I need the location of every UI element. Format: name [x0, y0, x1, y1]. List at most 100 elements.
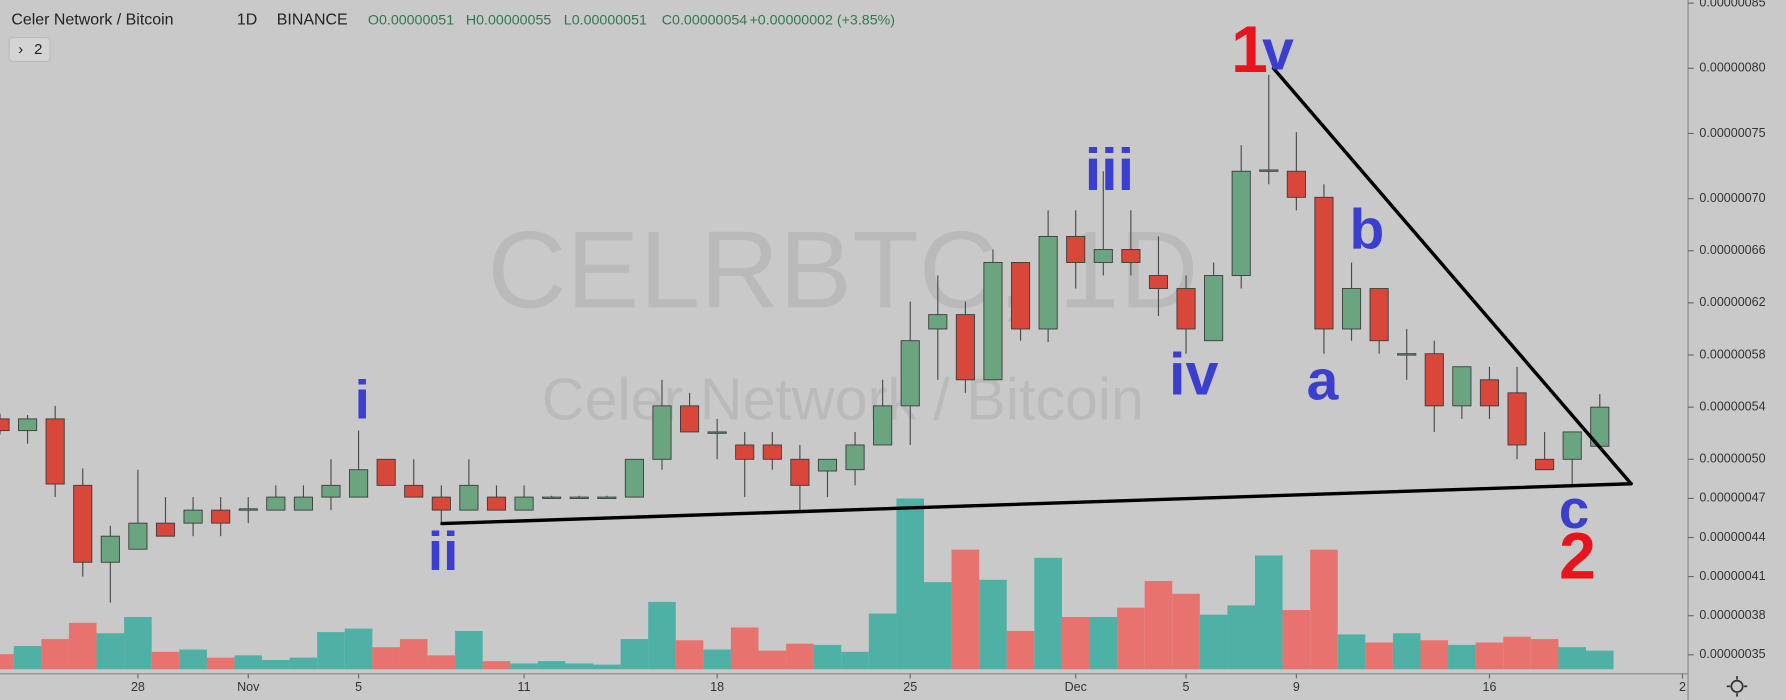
wave-label: ii [428, 521, 458, 582]
volume-bar [1365, 642, 1393, 670]
volume-bar [593, 664, 621, 670]
volume-bar [675, 640, 704, 670]
candle-body [0, 418, 10, 432]
candle-body [321, 484, 341, 498]
volume-bar [730, 627, 759, 670]
volume-bar [1585, 650, 1614, 670]
y-tick-label: 0.00000044 [1699, 530, 1765, 544]
volume-bar [786, 643, 814, 670]
wave-label: 2 [1559, 519, 1596, 593]
candle-body [486, 496, 507, 511]
volume-bar [1448, 644, 1476, 670]
volume-bar [206, 657, 235, 670]
candle-body [514, 496, 534, 511]
settings-icon[interactable] [1726, 676, 1748, 697]
candle-body [459, 484, 479, 511]
candle-body [1452, 366, 1472, 407]
y-tick-label: 0.00000066 [1699, 243, 1765, 257]
candle-body [983, 262, 1003, 381]
volume-bar [1034, 557, 1062, 670]
volume-bar [1117, 607, 1145, 670]
volume-bar [1530, 639, 1559, 670]
candle-body [624, 458, 644, 498]
header: Celer Network / Bitcoin 1D BINANCE [11, 12, 347, 29]
candle-body [1314, 196, 1334, 330]
candle-body [1176, 288, 1196, 330]
candle-body [1424, 353, 1444, 407]
volume-bar [68, 622, 97, 670]
y-tick-label: 0.00000058 [1699, 347, 1765, 361]
volume-bar [344, 628, 373, 670]
volume-bar [758, 650, 787, 670]
volume-bar [1310, 549, 1338, 670]
volume-bar [1089, 617, 1118, 670]
volume-bar [703, 649, 731, 670]
candle-body [128, 522, 148, 550]
volume-bar [1227, 605, 1255, 670]
candle-body [349, 469, 369, 498]
wave-label: v [1262, 19, 1294, 83]
candle-body [266, 496, 286, 511]
candle-body [1038, 235, 1058, 330]
watermark-ticker: CELRBTC, 1D [487, 210, 1198, 332]
indicator-badge[interactable]: › 2 [8, 36, 51, 63]
candle-body [1369, 288, 1389, 342]
x-tick-label: 18 [710, 680, 724, 694]
volume-bar [151, 651, 180, 670]
candle-body [183, 509, 203, 524]
candle-body [762, 444, 782, 460]
candle-body [211, 509, 231, 524]
time-axis: 28 Nov 5 11 18 25 Dec 5 9 16 2 [131, 673, 1686, 694]
candle-body [293, 496, 313, 511]
volume-bar [896, 498, 925, 670]
x-tick-label: 28 [131, 680, 145, 694]
exchange: BINANCE [277, 12, 348, 29]
candle-layer [0, 74, 1610, 603]
candle-body [542, 496, 562, 499]
y-tick-label: 0.00000041 [1699, 569, 1765, 583]
candle-body [431, 496, 451, 511]
wave-label: a [1307, 349, 1340, 413]
wave-label: 1 [1231, 12, 1268, 86]
x-tick-label: 16 [1482, 680, 1496, 694]
y-tick-label: 0.00000062 [1699, 295, 1765, 309]
candle-body [1148, 275, 1169, 290]
volume-bar [427, 655, 456, 670]
x-tick-label: 9 [1293, 680, 1300, 694]
trendline [1271, 66, 1633, 486]
ohlc-value: 0.00000051 [379, 12, 454, 28]
change: +0.00000002 (+3.85%) [749, 12, 895, 28]
volume-layer [0, 498, 1614, 670]
candle-body [1066, 235, 1086, 263]
badge-box[interactable] [8, 36, 51, 63]
y-tick-label: 0.00000085 [1699, 0, 1765, 9]
wave-label: c [1559, 479, 1589, 540]
volume-bar [1144, 580, 1173, 670]
candle-body [1093, 249, 1113, 263]
wave-label: iii [1085, 136, 1134, 203]
volume-bar [41, 639, 69, 670]
volume-bar [96, 633, 125, 670]
volume-bar [537, 661, 566, 670]
symbol: Celer Network / Bitcoin [11, 12, 173, 29]
volume-bar [482, 661, 511, 670]
volume-bar [1558, 647, 1586, 670]
volume-bar [841, 651, 869, 670]
candle-body [1121, 249, 1141, 263]
volume-bar [648, 601, 676, 670]
x-tick-label: Nov [237, 680, 260, 694]
badge-arrow: › [18, 42, 23, 58]
volume-bar [1061, 617, 1090, 670]
x-tick-label: 11 [518, 680, 531, 694]
candle-body [873, 405, 893, 446]
ohlc-value: 0.00000054 [672, 12, 747, 28]
volume-bar [868, 613, 897, 670]
candle-body [817, 458, 838, 472]
y-tick-label: 0.00000070 [1699, 191, 1765, 205]
volume-bar [0, 654, 14, 670]
candle-body [955, 314, 975, 381]
volume-bar [455, 630, 483, 670]
gear[interactable] [1730, 679, 1744, 693]
